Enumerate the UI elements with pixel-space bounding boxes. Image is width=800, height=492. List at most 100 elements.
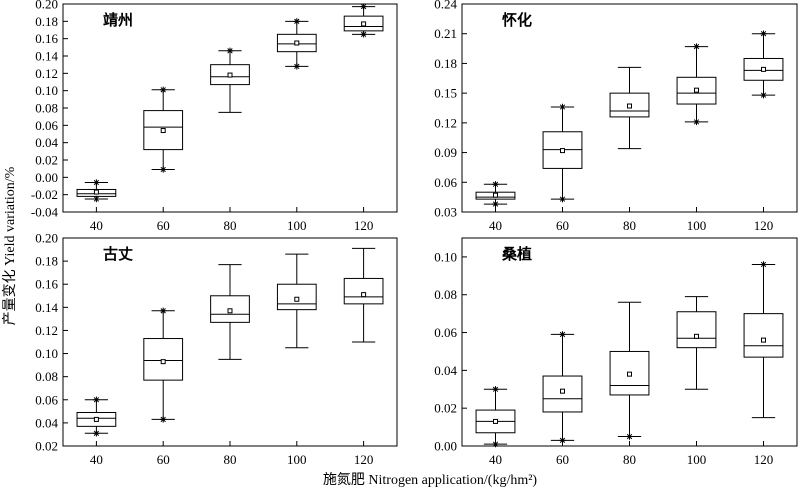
outlier-marker xyxy=(93,430,100,437)
x-tick-label: 80 xyxy=(623,452,636,467)
x-tick-label: 40 xyxy=(489,218,502,233)
y-tick-label: 0.12 xyxy=(35,66,58,81)
box-120 xyxy=(743,30,784,99)
box-80 xyxy=(609,66,650,150)
y-tick-label: 0.14 xyxy=(35,49,58,64)
iqr-box xyxy=(676,311,717,349)
box-100 xyxy=(276,253,317,349)
outlier-marker xyxy=(760,91,767,99)
mean-marker xyxy=(761,337,766,343)
x-tick-label: 40 xyxy=(489,452,502,467)
outlier-marker xyxy=(160,86,167,93)
y-tick-label: 0.18 xyxy=(35,254,58,269)
mean-marker xyxy=(227,72,233,78)
mean-marker xyxy=(294,296,300,302)
x-tick-label: 100 xyxy=(687,452,707,467)
x-tick-label: 40 xyxy=(90,218,103,233)
x-tick-label: 120 xyxy=(354,218,374,233)
outlier-marker xyxy=(93,195,100,203)
mean-marker xyxy=(93,189,99,195)
box-120 xyxy=(343,3,384,38)
mean-marker xyxy=(361,21,367,27)
outlier-marker xyxy=(360,3,367,10)
y-tick-label: 0.10 xyxy=(434,249,457,264)
outlier-marker xyxy=(492,440,499,448)
x-tick-label: 80 xyxy=(623,218,636,233)
panel-title: 古丈 xyxy=(103,245,133,263)
iqr-box xyxy=(343,277,384,305)
mean-marker xyxy=(227,308,233,314)
outlier-marker xyxy=(360,31,367,38)
y-tick-label: 0.03 xyxy=(434,205,457,220)
x-tick-label: 120 xyxy=(754,218,774,233)
box-40 xyxy=(475,386,516,448)
y-tick-label: -0.04 xyxy=(31,205,59,220)
y-tick-label: 0.06 xyxy=(35,118,58,133)
outlier-marker xyxy=(760,261,767,268)
chart-panel: 0.00 0.02 0.04 0.06 0.08 0.10 40 60 80 100 120 桑植 xyxy=(434,237,798,467)
chart-panel: 0.02 0.04 0.06 0.08 0.10 0.12 0.14 0.16 0.18 0.20… xyxy=(35,231,398,467)
y-tick-label: 0.12 xyxy=(434,115,457,130)
x-tick-label: 120 xyxy=(754,452,774,467)
y-tick-label: 0.04 xyxy=(35,415,58,430)
panel-title: 靖州 xyxy=(103,11,133,29)
y-tick-label: 0.06 xyxy=(434,175,457,190)
mean-marker xyxy=(627,103,632,109)
mean-marker xyxy=(761,66,766,72)
mean-marker xyxy=(560,388,565,394)
outlier-marker xyxy=(160,166,167,173)
y-tick-label: 0.02 xyxy=(35,153,58,168)
outlier-marker xyxy=(693,118,700,126)
mean-marker xyxy=(560,148,565,154)
y-tick-label: 0.08 xyxy=(434,287,457,302)
x-tick-label: 100 xyxy=(287,452,307,467)
box-80 xyxy=(609,301,650,440)
y-tick-label: 0.10 xyxy=(35,346,58,361)
box-100 xyxy=(276,18,317,70)
box-100 xyxy=(676,43,717,126)
outlier-marker xyxy=(760,30,767,37)
mean-marker xyxy=(627,371,632,377)
outlier-marker xyxy=(160,416,167,423)
box-100 xyxy=(676,296,717,390)
y-tick-label: 0.06 xyxy=(35,392,58,407)
outlier-marker xyxy=(160,307,167,314)
x-tick-label: 40 xyxy=(90,452,103,467)
y-tick-label: 0.04 xyxy=(434,363,457,378)
y-tick-label: 0.02 xyxy=(434,401,457,416)
y-tick-label: 0.24 xyxy=(434,0,457,12)
box-80 xyxy=(210,47,250,113)
outlier-marker xyxy=(492,386,499,393)
y-tick-label: 0.08 xyxy=(35,101,58,116)
box-40 xyxy=(76,179,117,203)
mean-marker xyxy=(493,192,498,198)
x-tick-label: 60 xyxy=(556,218,569,233)
box-60 xyxy=(143,307,184,423)
x-tick-label: 60 xyxy=(157,218,170,233)
y-tick-label: 0.14 xyxy=(35,300,58,315)
box-40 xyxy=(475,181,516,208)
box-80 xyxy=(210,264,250,360)
x-axis-title: 施氮肥 Nitrogen application/(kg/hm²) xyxy=(323,472,537,488)
box-120 xyxy=(743,261,784,419)
y-tick-label: 0.00 xyxy=(434,439,457,454)
y-tick-label: 0.18 xyxy=(434,56,457,71)
mean-marker xyxy=(160,128,166,134)
x-tick-label: 60 xyxy=(556,452,569,467)
y-tick-label: 0.12 xyxy=(35,323,58,338)
chart-panel: 0.03 0.06 0.09 0.12 0.15 0.18 0.21 0.24 40 60 80 10… xyxy=(434,0,798,233)
outlier-marker xyxy=(626,433,633,440)
outlier-marker xyxy=(693,43,700,50)
x-tick-label: 100 xyxy=(287,218,307,233)
box-60 xyxy=(143,86,184,173)
outlier-marker xyxy=(492,200,499,208)
y-tick-label: 0.20 xyxy=(35,0,58,12)
box-60 xyxy=(542,331,583,444)
outlier-marker xyxy=(559,331,566,338)
y-tick-label: 0.09 xyxy=(434,145,457,160)
y-tick-label: 0.16 xyxy=(35,31,58,46)
outlier-marker xyxy=(226,47,234,54)
x-tick-label: 80 xyxy=(224,452,237,467)
y-tick-label: 0.21 xyxy=(434,26,457,41)
